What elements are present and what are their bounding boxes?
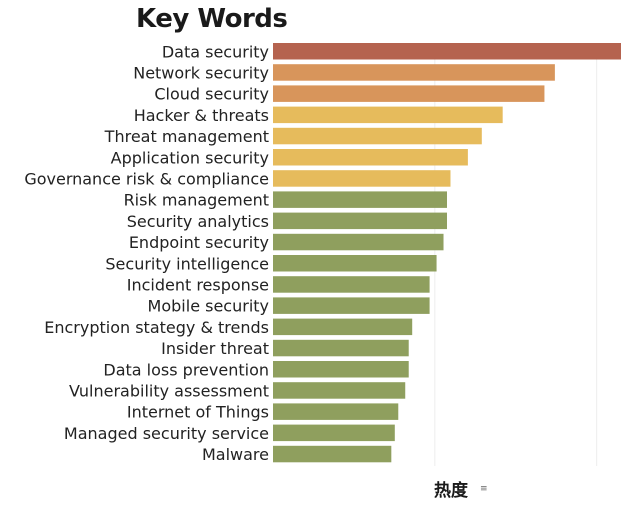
bar-4[interactable] bbox=[273, 106, 503, 124]
category-label: Malware bbox=[202, 445, 269, 464]
category-label: Incident response bbox=[127, 275, 269, 294]
category-label: Governance risk & compliance bbox=[24, 169, 269, 188]
bar-15[interactable] bbox=[273, 339, 409, 357]
x-axis-label: 热度 bbox=[434, 481, 468, 501]
bar-1[interactable] bbox=[273, 43, 621, 60]
bar-20[interactable] bbox=[273, 445, 392, 463]
category-label: Managed security service bbox=[64, 424, 269, 443]
bar-9[interactable] bbox=[273, 212, 447, 230]
category-label: Threat management bbox=[104, 127, 269, 146]
category-label: Hacker & threats bbox=[134, 106, 269, 125]
category-label: Risk management bbox=[124, 191, 269, 210]
bar-2[interactable] bbox=[273, 64, 555, 81]
category-label: Network security bbox=[133, 63, 269, 82]
bar-16[interactable] bbox=[273, 361, 409, 378]
category-label: Application security bbox=[111, 148, 269, 167]
bar-12[interactable] bbox=[273, 276, 430, 293]
bar-13[interactable] bbox=[273, 297, 430, 314]
bar-11[interactable] bbox=[273, 255, 437, 272]
sort-icon[interactable]: ≡ bbox=[480, 484, 488, 494]
category-label: Cloud security bbox=[154, 85, 269, 104]
bar-5[interactable] bbox=[273, 127, 482, 145]
bar-19[interactable] bbox=[273, 424, 395, 442]
bar-14[interactable] bbox=[273, 318, 413, 336]
category-label: Mobile security bbox=[148, 297, 269, 316]
category-label: Data security bbox=[162, 42, 269, 61]
chart-title: Key Words bbox=[136, 4, 288, 34]
category-label: Security analytics bbox=[127, 212, 269, 231]
category-label: Endpoint security bbox=[129, 233, 269, 252]
bar-10[interactable] bbox=[273, 233, 444, 251]
category-label: Insider threat bbox=[161, 339, 269, 358]
bar-8[interactable] bbox=[273, 191, 447, 208]
bar-7[interactable] bbox=[273, 170, 451, 187]
bar-3[interactable] bbox=[273, 85, 545, 102]
bar-17[interactable] bbox=[273, 382, 406, 399]
category-label: Vulnerability assessment bbox=[69, 381, 269, 400]
category-label: Internet of Things bbox=[127, 403, 269, 422]
bar-6[interactable] bbox=[273, 149, 468, 166]
bar-18[interactable] bbox=[273, 403, 399, 420]
category-label: Data loss prevention bbox=[103, 360, 269, 379]
category-label: Security intelligence bbox=[105, 254, 269, 273]
category-label: Encryption stategy & trends bbox=[44, 318, 269, 337]
